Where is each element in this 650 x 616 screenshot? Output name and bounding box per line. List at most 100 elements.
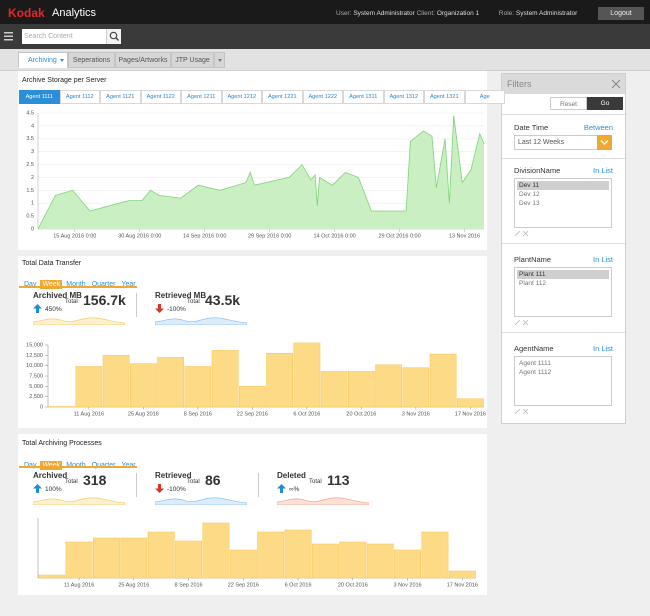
agent-tab[interactable]: Agent 1222 (302, 90, 343, 104)
more-tabs[interactable] (214, 52, 225, 68)
period-tab[interactable]: Day (24, 281, 37, 288)
filter-item[interactable]: Plant 112 (519, 280, 546, 287)
kpi-card[interactable]: Retrieved -100% Total 86 (141, 469, 259, 507)
period-tab[interactable]: Month (64, 461, 87, 470)
period-tab[interactable]: Year (121, 281, 136, 288)
period-tab[interactable]: Week (40, 280, 63, 289)
list-tools[interactable] (515, 409, 535, 415)
filter-title: Filters (507, 79, 532, 89)
search-input[interactable]: Search Content (22, 29, 106, 44)
arrow-up (277, 484, 286, 493)
page-tab[interactable]: JTP Usage (171, 52, 214, 68)
x-tick-label: 29 Sep 2016 0:00 (248, 233, 291, 239)
period-tab[interactable]: Year (119, 461, 137, 470)
x-tick-label: 3 Nov 2016 (402, 411, 430, 417)
bar (257, 531, 285, 579)
arrow-down (155, 304, 164, 313)
agent-tab[interactable]: Agent 1111 (19, 90, 60, 104)
card-divider (258, 473, 259, 497)
role-label: Role: (498, 10, 515, 17)
period-tab[interactable]: Quarter (90, 461, 118, 470)
kpi-card[interactable]: Retrieved MB -100% Total 43.5k (141, 289, 259, 327)
agent-tab[interactable]: Agent 1311 (343, 90, 384, 104)
date-select[interactable]: Last 12 Weeks (514, 135, 612, 150)
agent-tab[interactable]: Agent 1122 (140, 90, 181, 104)
bar (147, 531, 175, 579)
bar (65, 541, 93, 579)
x-tick-label: 29 Oct 2016 0:00 (378, 233, 420, 239)
period-tab[interactable]: Day (22, 461, 38, 470)
filter-item[interactable]: Dev 13 (519, 200, 540, 207)
filter-list[interactable]: Agent 1111 Agent 1112 (514, 356, 612, 406)
bar (120, 537, 148, 579)
active-indicator (19, 286, 137, 288)
filter-item[interactable]: Plant 111 (517, 270, 609, 279)
x-tick-label: 30 Aug 2016 0:00 (118, 233, 161, 239)
filter-operator[interactable]: In List (592, 344, 613, 353)
chevron (600, 140, 609, 145)
period-tab[interactable]: Week (40, 461, 63, 470)
list-tools[interactable] (515, 231, 535, 237)
bar (184, 366, 212, 408)
x-tick-label: 6 Oct 2016 (293, 411, 320, 417)
filter-item[interactable]: Dev 11 (517, 181, 609, 190)
filter-list[interactable]: Dev 11 Dev 12 Dev 13 (514, 178, 612, 228)
agent-tab[interactable]: Agent 1212 (221, 90, 262, 104)
logout-button[interactable]: Logout (598, 7, 644, 20)
period-tab[interactable]: Month (66, 281, 86, 288)
reset-button[interactable]: Reset (550, 97, 587, 110)
x-tick-label: 6 Oct 2016 (285, 582, 312, 588)
page-tab[interactable]: Pages/Artworks (115, 52, 171, 68)
bar (375, 364, 402, 408)
bar (229, 549, 257, 579)
filter-label: AgentName (514, 344, 554, 353)
user-info: User: System Administrator Client: Organ… (336, 10, 577, 17)
menu-icon[interactable] (4, 32, 14, 41)
close-icon[interactable] (611, 79, 621, 89)
kpi-total: 318 (83, 472, 107, 488)
agent-tab[interactable]: Agent 1211 (181, 90, 222, 104)
filter-item[interactable]: Agent 1111 (519, 360, 551, 367)
bar (339, 541, 367, 579)
agent-tab[interactable]: Agent 1221 (262, 90, 303, 104)
area-line (37, 115, 485, 230)
agent-tab[interactable]: Agent 1321 (424, 90, 465, 104)
kpi-card[interactable]: Archived MB 450% Total 156.7k (19, 289, 137, 327)
kpi-card[interactable]: Archived 100% Total 318 (19, 469, 137, 507)
agent-tab[interactable]: Agent 1121 (100, 90, 141, 104)
search-button[interactable] (106, 29, 121, 44)
filter-header: Filters (502, 74, 625, 94)
filter-operator[interactable]: Between (583, 123, 613, 132)
sparkline (33, 317, 125, 325)
bar (75, 366, 103, 408)
bar (211, 350, 239, 408)
y-tick-label: 0 (40, 404, 43, 410)
filter-label: PlantName (514, 255, 552, 264)
list-tools[interactable] (515, 320, 535, 326)
bar (429, 353, 457, 408)
client: Organization 1 (436, 10, 480, 17)
period-tab[interactable]: Quarter (91, 281, 116, 288)
page-tab[interactable]: Seperations (68, 52, 115, 68)
agent-tab[interactable]: Agent 1112 (59, 90, 100, 104)
tab-label: Pages/Artworks (118, 57, 168, 64)
brand: Kodak (8, 6, 45, 20)
filter-item[interactable]: Dev 12 (519, 191, 540, 198)
filter-operator[interactable]: In List (592, 166, 613, 175)
kpi-card[interactable]: Deleted ∞% Total 113 (263, 469, 381, 507)
agent-tab[interactable]: Age (464, 90, 505, 104)
agent-tab[interactable]: Agent 1312 (383, 90, 424, 104)
bar (366, 543, 394, 579)
tab-label: Archiving (28, 57, 57, 64)
filter-operator[interactable]: In List (592, 255, 613, 264)
filter-list[interactable]: Plant 111 Plant 112 (514, 267, 612, 317)
x-tick-label: 25 Aug 2016 (128, 411, 159, 417)
filter-item[interactable]: Agent 1112 (519, 369, 552, 376)
x-tick-label: 25 Aug 2016 (118, 582, 149, 588)
page-tab[interactable]: Archiving (18, 52, 68, 68)
go-button[interactable]: Go (587, 97, 623, 110)
bar (38, 574, 66, 579)
y-tick-label: 4.5 (26, 110, 34, 116)
